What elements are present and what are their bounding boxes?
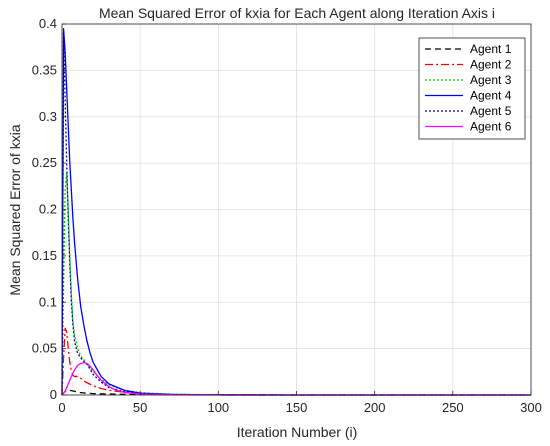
x-tick-label: 300 <box>520 400 542 415</box>
y-tick-label: 0.1 <box>39 294 57 309</box>
chart-title: Mean Squared Error of kxia for Each Agen… <box>99 5 495 21</box>
series-lines <box>61 27 531 396</box>
legend-label-agent-4: Agent 4 <box>470 89 512 103</box>
series-line-agent-6 <box>61 361 531 396</box>
series-line-agent-4 <box>61 27 531 396</box>
x-axis-label: Iteration Number (i) <box>237 424 358 440</box>
x-tick-label: 250 <box>442 400 464 415</box>
legend-label-agent-1: Agent 1 <box>470 42 512 56</box>
x-axis-ticks: 0 50 100 150 200 250 300 <box>58 391 542 415</box>
legend-label-agent-3: Agent 3 <box>470 73 512 87</box>
y-axis-label: Mean Squared Error of kxia <box>7 124 23 295</box>
legend-box <box>418 37 526 140</box>
x-tick-label: 200 <box>364 400 386 415</box>
y-tick-label: 0.05 <box>32 341 57 356</box>
y-tick-label: 0 <box>50 387 57 402</box>
legend-label-agent-5: Agent 5 <box>470 104 512 118</box>
x-tick-label: 50 <box>133 400 147 415</box>
x-tick-label: 0 <box>58 400 65 415</box>
y-tick-label: 0.15 <box>32 248 57 263</box>
series-line-agent-2 <box>61 327 531 396</box>
y-tick-label: 0.2 <box>39 202 57 217</box>
y-tick-label: 0.25 <box>32 155 57 170</box>
y-tick-label: 0.4 <box>39 16 57 31</box>
y-tick-label: 0.3 <box>39 109 57 124</box>
x-tick-label: 150 <box>286 400 308 415</box>
x-tick-label: 100 <box>207 400 229 415</box>
y-tick-label: 0.35 <box>32 62 57 77</box>
y-axis-ticks: 0 0.05 0.1 0.15 0.2 0.25 0.3 0.35 0.4 <box>32 16 66 402</box>
legend-label-agent-2: Agent 2 <box>470 58 512 72</box>
legend-label-agent-6: Agent 6 <box>470 120 512 134</box>
series-line-agent-5 <box>61 32 531 396</box>
